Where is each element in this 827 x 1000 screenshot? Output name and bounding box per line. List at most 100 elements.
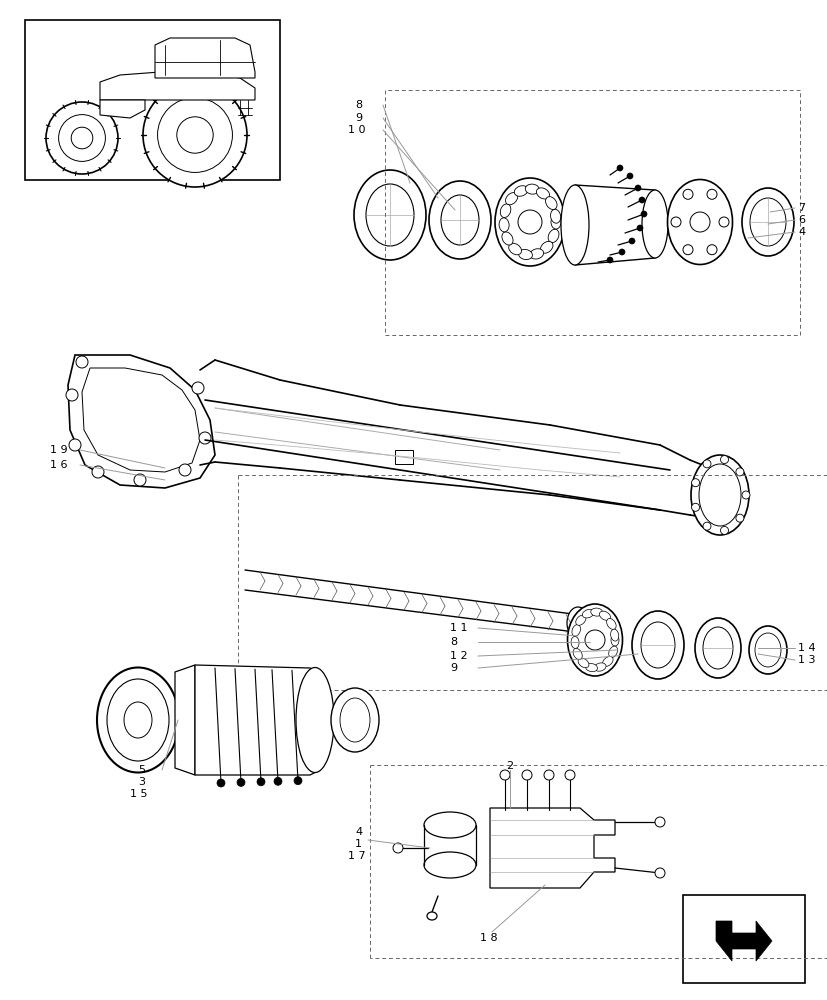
Circle shape: [640, 211, 646, 217]
Circle shape: [636, 225, 643, 231]
Ellipse shape: [366, 184, 414, 246]
Ellipse shape: [585, 663, 597, 672]
Ellipse shape: [550, 215, 561, 229]
Ellipse shape: [581, 609, 593, 618]
Circle shape: [237, 778, 245, 786]
Ellipse shape: [571, 636, 578, 648]
Circle shape: [177, 117, 213, 153]
Polygon shape: [490, 808, 614, 888]
Text: 1 1: 1 1: [449, 623, 467, 633]
Circle shape: [71, 127, 93, 149]
Circle shape: [735, 514, 743, 522]
Ellipse shape: [518, 249, 532, 260]
Ellipse shape: [536, 188, 549, 199]
Polygon shape: [68, 355, 215, 488]
Ellipse shape: [590, 608, 602, 616]
Ellipse shape: [599, 611, 609, 620]
Polygon shape: [174, 665, 195, 775]
Ellipse shape: [428, 181, 490, 259]
Ellipse shape: [545, 197, 557, 209]
Circle shape: [134, 474, 146, 486]
Circle shape: [638, 197, 644, 203]
Text: 1 8: 1 8: [480, 933, 497, 943]
Circle shape: [198, 432, 211, 444]
Text: 2: 2: [505, 761, 513, 771]
Ellipse shape: [609, 629, 618, 641]
Circle shape: [500, 770, 509, 780]
Ellipse shape: [749, 198, 785, 246]
Ellipse shape: [97, 668, 179, 772]
Ellipse shape: [441, 195, 479, 245]
Circle shape: [619, 249, 624, 255]
Text: 6: 6: [797, 215, 804, 225]
Ellipse shape: [594, 663, 605, 671]
Circle shape: [274, 777, 282, 785]
Polygon shape: [100, 100, 145, 118]
Ellipse shape: [340, 698, 370, 742]
Ellipse shape: [741, 188, 793, 256]
Circle shape: [69, 439, 81, 451]
Text: 4: 4: [797, 227, 804, 237]
Ellipse shape: [566, 604, 622, 676]
Ellipse shape: [514, 186, 528, 196]
Circle shape: [616, 165, 622, 171]
Circle shape: [217, 779, 225, 787]
Circle shape: [689, 212, 709, 232]
Bar: [25, 20, 280, 180]
Circle shape: [518, 210, 542, 234]
Ellipse shape: [423, 852, 476, 878]
Text: 5: 5: [138, 765, 145, 775]
Circle shape: [682, 245, 692, 255]
Ellipse shape: [667, 180, 732, 264]
Ellipse shape: [524, 184, 538, 194]
Circle shape: [702, 460, 710, 468]
Ellipse shape: [640, 622, 674, 668]
Circle shape: [691, 479, 699, 487]
Ellipse shape: [495, 178, 564, 266]
Polygon shape: [100, 72, 255, 100]
Text: 7: 7: [797, 203, 804, 213]
Polygon shape: [715, 921, 771, 961]
Ellipse shape: [606, 619, 615, 629]
Circle shape: [735, 468, 743, 476]
Ellipse shape: [631, 611, 683, 679]
Circle shape: [702, 522, 710, 530]
Circle shape: [46, 102, 118, 174]
Circle shape: [719, 456, 728, 464]
Circle shape: [543, 770, 553, 780]
Ellipse shape: [571, 625, 580, 636]
Text: 4: 4: [355, 827, 361, 837]
Bar: [394, 450, 413, 464]
Text: 1 7: 1 7: [347, 851, 366, 861]
Circle shape: [66, 389, 78, 401]
Ellipse shape: [529, 249, 543, 259]
Circle shape: [670, 217, 680, 227]
Ellipse shape: [501, 232, 513, 245]
Circle shape: [606, 257, 612, 263]
Text: 8: 8: [355, 100, 361, 110]
Circle shape: [157, 98, 232, 172]
Text: 8: 8: [449, 637, 457, 647]
Ellipse shape: [602, 657, 612, 666]
Circle shape: [654, 817, 664, 827]
Circle shape: [76, 356, 88, 368]
Text: 9: 9: [355, 113, 361, 123]
Ellipse shape: [702, 627, 732, 669]
Text: 1 4: 1 4: [797, 643, 815, 653]
Circle shape: [634, 185, 640, 191]
Text: 1: 1: [355, 839, 361, 849]
Ellipse shape: [547, 229, 558, 243]
Ellipse shape: [694, 618, 740, 678]
Circle shape: [256, 778, 265, 786]
Polygon shape: [195, 665, 319, 775]
Text: 1 9: 1 9: [50, 445, 68, 455]
Text: 1 6: 1 6: [50, 460, 68, 470]
Ellipse shape: [331, 688, 379, 752]
Ellipse shape: [754, 633, 780, 667]
Circle shape: [143, 83, 246, 187]
Ellipse shape: [505, 193, 517, 205]
Circle shape: [706, 189, 716, 199]
Text: 9: 9: [449, 663, 457, 673]
Text: 1 2: 1 2: [449, 651, 467, 661]
Ellipse shape: [608, 646, 617, 658]
